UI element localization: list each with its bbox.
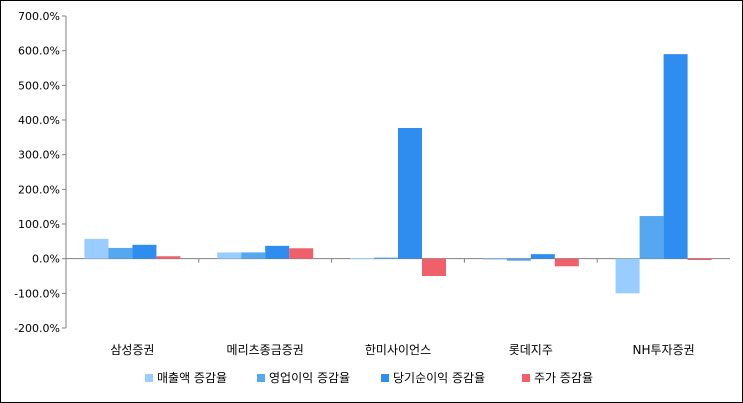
category-label: 메리츠종금증권 xyxy=(227,343,304,357)
bar xyxy=(156,256,181,259)
category-labels: 삼성증권 메리츠종금증권 한미사이언스 롯데지주 NH투자증권 xyxy=(110,343,694,357)
bar xyxy=(108,247,133,259)
legend-swatch xyxy=(381,374,389,382)
y-tick-label: -200.0% xyxy=(14,322,60,335)
bar xyxy=(217,252,242,259)
category-label: 한미사이언스 xyxy=(365,343,431,357)
y-tick-label: 0.0% xyxy=(32,253,60,266)
y-tick-label: 200.0% xyxy=(18,183,60,196)
category-label: 삼성증권 xyxy=(110,343,154,357)
legend: 매출액 증감율 영업이익 증감율 당기순이익 증감율 주가 증감율 xyxy=(145,371,593,385)
y-tick-label: 600.0% xyxy=(18,45,60,58)
bar xyxy=(506,258,531,261)
y-tick-labels: 700.0% 600.0% 500.0% 400.0% 300.0% 200.0% 100.… xyxy=(14,10,60,335)
bar xyxy=(687,258,712,261)
legend-label: 매출액 증감율 xyxy=(157,371,227,385)
bar xyxy=(422,258,446,276)
bar xyxy=(265,245,290,259)
bar xyxy=(398,127,422,259)
category-label: NH투자증권 xyxy=(633,343,695,357)
legend-swatch xyxy=(522,374,530,382)
bar xyxy=(132,244,157,259)
legend-swatch xyxy=(145,374,153,382)
bar xyxy=(639,216,664,259)
bar xyxy=(350,257,374,259)
y-tick-label: 500.0% xyxy=(18,79,60,92)
legend-label: 주가 증감율 xyxy=(534,371,593,385)
y-tick-label: 700.0% xyxy=(18,10,60,23)
bar xyxy=(663,54,688,259)
y-tick-label: 100.0% xyxy=(18,218,60,231)
bar xyxy=(530,254,555,259)
bar xyxy=(289,248,314,259)
bars xyxy=(84,54,712,294)
y-tick-label: 300.0% xyxy=(18,149,60,162)
bar xyxy=(374,257,398,259)
y-tick-label: -100.0% xyxy=(14,287,60,300)
bar xyxy=(615,258,640,294)
bar xyxy=(241,252,266,259)
legend-label: 영업이익 증감율 xyxy=(269,371,350,385)
legend-swatch xyxy=(257,374,265,382)
bar xyxy=(84,238,109,259)
legend-label: 당기순이익 증감율 xyxy=(393,371,485,385)
category-label: 롯데지주 xyxy=(509,343,553,357)
bar xyxy=(482,258,507,260)
y-tick-label: 400.0% xyxy=(18,114,60,127)
bar xyxy=(554,258,579,267)
